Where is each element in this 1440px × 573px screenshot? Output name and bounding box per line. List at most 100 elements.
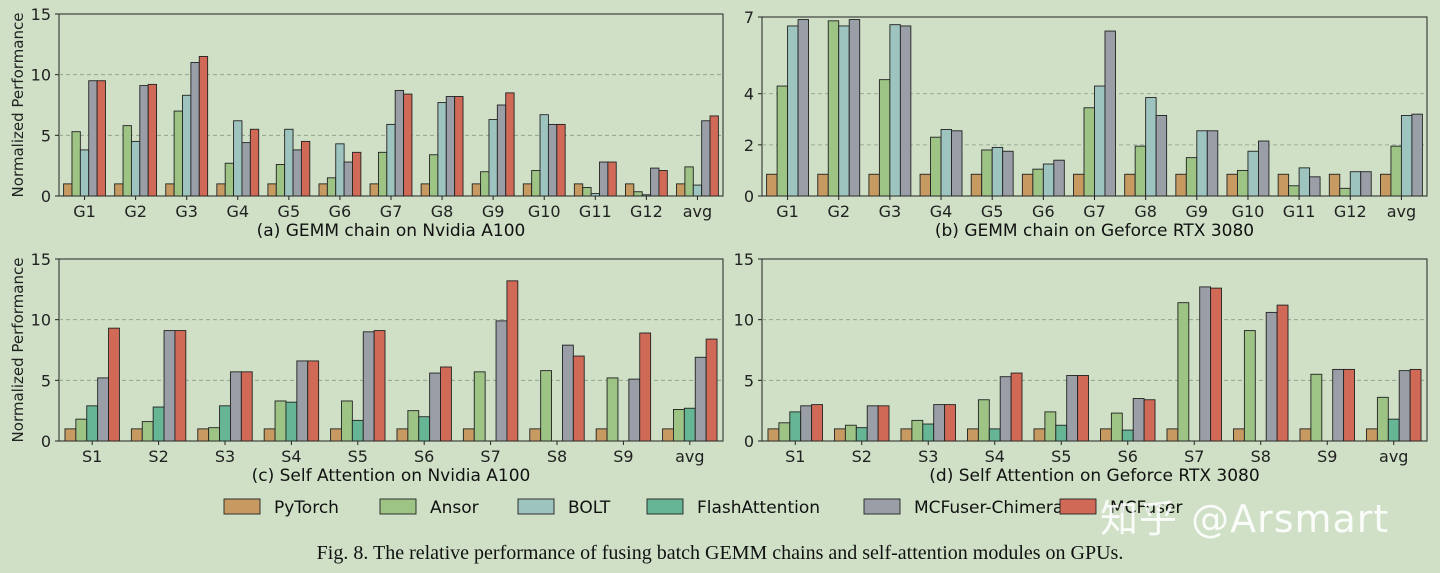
- x-tick-label: G6: [329, 202, 352, 221]
- bar: [767, 428, 780, 442]
- bar: [1276, 304, 1289, 442]
- y-tick-label: 10: [31, 311, 51, 330]
- bar: [263, 428, 276, 442]
- bar: [595, 428, 608, 442]
- y-axis-label: Normalized Performance: [9, 258, 27, 443]
- x-tick-label: G3: [175, 202, 198, 221]
- bar: [1206, 130, 1219, 197]
- x-tick-label: S2: [148, 447, 168, 466]
- bar: [488, 119, 498, 197]
- x-tick-label: G2: [827, 202, 850, 221]
- legend-swatch: [517, 498, 555, 515]
- bar: [1309, 176, 1321, 197]
- bar: [930, 136, 942, 197]
- bar: [240, 371, 253, 442]
- bar: [352, 151, 362, 197]
- bar: [173, 110, 183, 197]
- bar: [233, 120, 243, 197]
- bar: [1349, 171, 1362, 197]
- x-tick-label: S1: [82, 447, 102, 466]
- bar: [418, 416, 431, 442]
- bar: [590, 193, 600, 197]
- bar: [684, 166, 694, 197]
- bar: [454, 96, 464, 197]
- bar: [440, 366, 452, 442]
- bar: [1010, 372, 1023, 442]
- bar: [1021, 173, 1034, 197]
- panel-d: 0 5 10 15 S1 S2 S3 S4 S5 S6 S7 S8 S9 avg (d) Self Atte…: [734, 250, 1428, 486]
- bar: [547, 123, 558, 197]
- x-tick-label: S5: [1051, 447, 1071, 466]
- legend-label: Ansor: [430, 498, 479, 518]
- y-tick-label: 0: [41, 187, 51, 206]
- x-tick-label: G4: [226, 202, 249, 221]
- bar: [1409, 368, 1422, 442]
- bar: [1247, 150, 1259, 197]
- bar: [539, 114, 549, 197]
- bar: [407, 410, 420, 442]
- bar: [300, 140, 311, 197]
- y-tick-label: 10: [31, 66, 51, 85]
- bar: [1110, 412, 1123, 442]
- bar: [1166, 428, 1179, 442]
- y-tick-label: 5: [744, 371, 754, 390]
- bar: [797, 19, 810, 197]
- bar: [182, 94, 192, 197]
- bar: [650, 167, 660, 197]
- bar: [1398, 370, 1411, 442]
- x-tick-label: G10: [528, 202, 561, 221]
- bar: [991, 146, 1004, 197]
- bar: [658, 170, 668, 197]
- y-axis-label: Normalized Performance: [9, 13, 27, 198]
- y-tick-label: 15: [31, 5, 51, 24]
- x-tick-label: S7: [1184, 447, 1204, 466]
- bar: [639, 332, 652, 442]
- bar: [1094, 85, 1106, 197]
- bar: [855, 427, 868, 442]
- bar: [1265, 311, 1278, 442]
- x-tick-label: G3: [879, 202, 902, 221]
- bar: [877, 405, 890, 442]
- bar: [628, 378, 641, 442]
- bar: [396, 428, 409, 442]
- bar: [641, 194, 652, 197]
- bar: [1083, 107, 1095, 197]
- bar: [190, 62, 200, 197]
- bar: [505, 92, 515, 197]
- x-tick-label: avg: [683, 202, 712, 221]
- bar: [940, 129, 952, 197]
- bar: [318, 183, 328, 197]
- bar: [878, 79, 891, 197]
- bar: [343, 161, 353, 197]
- bar: [911, 419, 924, 442]
- x-tick-label: G7: [380, 202, 403, 221]
- bar: [71, 131, 81, 197]
- bar: [1328, 173, 1341, 197]
- y-tick-label: 4: [744, 85, 754, 104]
- bar: [1121, 429, 1134, 442]
- bar: [335, 143, 345, 197]
- bar: [1175, 173, 1187, 197]
- bar: [944, 404, 956, 442]
- bar: [267, 183, 277, 197]
- bar: [1387, 418, 1400, 442]
- legend-label: PyTorch: [274, 498, 339, 518]
- bar: [900, 428, 913, 442]
- bar: [673, 409, 685, 442]
- bar: [97, 377, 109, 442]
- bar: [296, 360, 309, 442]
- bar: [1042, 163, 1055, 197]
- bar: [692, 184, 703, 197]
- bar: [776, 85, 789, 197]
- bar: [197, 428, 210, 442]
- x-tick-label: S3: [918, 447, 938, 466]
- bar: [848, 19, 861, 197]
- legend-label: MCFuser: [1110, 498, 1182, 518]
- x-tick-label: G10: [1232, 202, 1265, 221]
- y-tick-label: 2: [744, 136, 754, 155]
- x-tick-label: avg: [1387, 202, 1416, 221]
- bar: [834, 428, 846, 442]
- bar: [1199, 286, 1212, 442]
